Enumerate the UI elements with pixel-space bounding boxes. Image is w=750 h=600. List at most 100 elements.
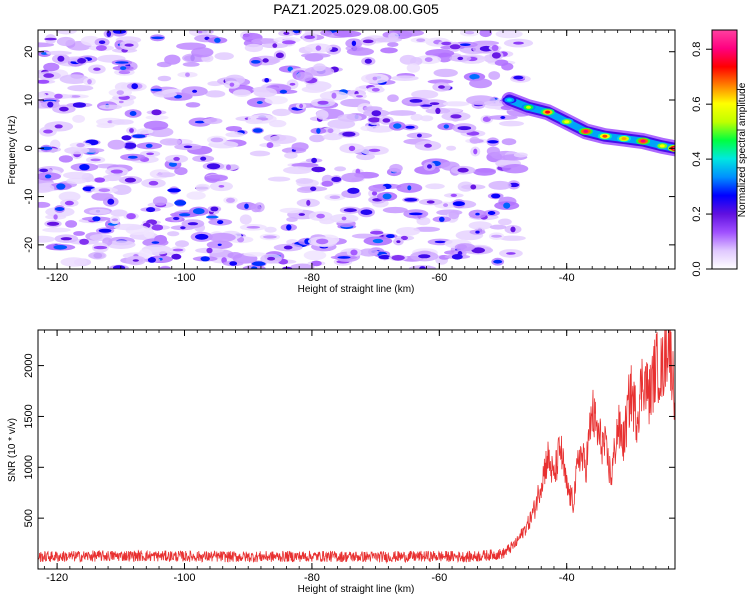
noise-blob-core: [429, 102, 440, 105]
noise-blob: [67, 85, 94, 92]
x-tick-label: -40: [559, 572, 575, 584]
noise-blob: [272, 108, 291, 117]
noise-blob-core: [93, 67, 101, 71]
noise-blob-core: [197, 30, 203, 34]
noise-blob: [143, 120, 169, 131]
noise-blob-core: [59, 106, 69, 112]
noise-blob-core: [76, 143, 85, 148]
noise-blob: [413, 226, 441, 232]
noise-blob: [291, 162, 319, 168]
noise-blob-core: [310, 186, 317, 191]
noise-blob-core: [113, 265, 126, 269]
noise-blob-core: [331, 176, 342, 182]
noise-blob: [333, 30, 362, 38]
noise-blob-core: [304, 35, 315, 39]
colorbar-tick-label: 0.8: [691, 42, 703, 57]
noise-blob-core: [252, 128, 263, 133]
noise-blob-core: [217, 220, 224, 225]
noise-blob: [138, 248, 153, 259]
noise-blob: [279, 207, 304, 214]
noise-blob: [58, 155, 73, 163]
noise-blob: [38, 183, 55, 193]
noise-blob-core: [194, 120, 206, 124]
noise-blob-core: [427, 164, 432, 169]
noise-blob: [489, 224, 507, 230]
noise-blob: [136, 128, 154, 135]
noise-blob-core: [44, 37, 57, 41]
noise-blob-core: [393, 123, 402, 129]
noise-blob-core: [439, 216, 445, 222]
noise-blob: [214, 52, 234, 60]
noise-blob-core: [311, 260, 322, 267]
noise-blob-core: [251, 261, 266, 267]
ridge-point: [621, 137, 627, 141]
spectrogram-ylabel: Frequency (Hz): [7, 116, 18, 185]
noise-blob-core: [424, 57, 433, 62]
noise-blob-core: [343, 208, 357, 213]
noise-blob-core: [218, 185, 225, 188]
noise-blob-core: [145, 143, 153, 148]
noise-blob-core: [315, 45, 322, 51]
colorbar: 0.0 0.2 0.4 0.6 0.8 Normalized spectral ampl…: [691, 29, 748, 277]
noise-blob-core: [283, 245, 293, 250]
noise-blob-core: [469, 74, 480, 80]
noise-blob-core: [187, 222, 199, 226]
noise-blob-core: [370, 230, 384, 235]
noise-blob-core: [471, 247, 486, 254]
noise-blob-core: [493, 259, 503, 264]
noise-blob-core: [292, 30, 301, 34]
noise-blob-core: [147, 257, 156, 263]
noise-blob-core: [435, 107, 441, 114]
x-tick-label: -40: [559, 272, 575, 284]
noise-blob-core: [98, 228, 112, 233]
noise-blob-core: [107, 198, 115, 205]
noise-blob-core: [424, 143, 432, 148]
noise-blob-core: [200, 256, 210, 262]
noise-blob-core: [98, 40, 106, 44]
noise-blob: [448, 210, 460, 220]
noise-blob-core: [146, 207, 156, 213]
noise-blob: [250, 204, 262, 213]
noise-blob-core: [54, 93, 63, 99]
noise-blob: [159, 138, 182, 146]
noise-blob: [145, 115, 169, 120]
noise-blob: [268, 135, 297, 144]
ridge-point: [526, 105, 531, 109]
noise-blob: [488, 180, 512, 190]
noise-blob: [498, 218, 512, 226]
noise-blob: [152, 196, 168, 206]
noise-blob-core: [282, 266, 293, 269]
noise-blob: [380, 47, 398, 54]
noise-blob-core: [457, 126, 472, 131]
noise-blob-core: [210, 206, 219, 212]
noise-blob-core: [491, 234, 502, 238]
noise-blob: [107, 139, 126, 150]
noise-blob-core: [452, 201, 465, 207]
noise-blob-core: [92, 216, 101, 222]
noise-blob: [182, 62, 200, 67]
x-tick-label: -100: [173, 272, 195, 284]
noise-blob: [195, 183, 211, 192]
noise-blob: [442, 101, 470, 107]
noise-blob-core: [457, 167, 469, 173]
noise-blob-core: [473, 148, 478, 155]
x-tick-label: -60: [431, 572, 447, 584]
x-tick-label: -100: [173, 572, 195, 584]
noise-blob: [269, 119, 287, 128]
noise-blob-core: [418, 254, 431, 259]
noise-blob-core: [362, 39, 374, 44]
noise-blob-core: [206, 247, 213, 254]
noise-blob-core: [183, 145, 193, 149]
noise-blob-core: [69, 95, 81, 98]
noise-blob-core: [244, 203, 249, 209]
noise-blob: [366, 125, 394, 133]
noise-blob-core: [93, 245, 108, 250]
noise-blob-core: [151, 224, 164, 231]
noise-blob-core: [263, 235, 277, 239]
noise-blob-core: [321, 180, 334, 187]
noise-blob: [454, 243, 475, 252]
noise-blob-core: [487, 211, 496, 215]
noise-blob: [191, 47, 214, 58]
noise-blob: [232, 89, 251, 97]
noise-blob-core: [195, 233, 209, 240]
